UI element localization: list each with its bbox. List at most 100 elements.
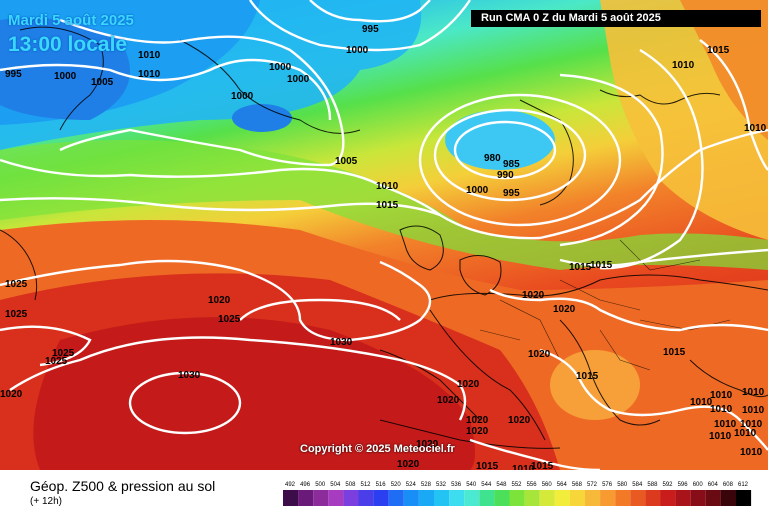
copyright-text: Copyright © 2025 Meteociel.fr (300, 443, 455, 455)
legend-color-cell (343, 490, 359, 506)
legend-ticks: 492 496 500 504 508 512 516 520 524 528 532 536 540 5… (285, 482, 749, 488)
zone-orange-northeast (680, 0, 768, 140)
legend-tick-label: 568 (572, 482, 583, 488)
isobar-label-1015: 1015 (376, 200, 399, 211)
isobar-labels: 995 1000 995 1000 1005 1010 1010 1000 10… (0, 24, 767, 470)
legend-color-cell (494, 490, 510, 506)
isobar-label-995: 995 (362, 24, 379, 35)
isobar-label-1010: 1010 (376, 181, 399, 192)
isobar-label-1020: 1020 (0, 389, 23, 400)
country-borders (479, 239, 731, 371)
isobars (0, 0, 768, 470)
legend-color-cell (569, 490, 585, 506)
legend-tick-label: 492 (285, 482, 296, 488)
legend-tick-label: 604 (708, 482, 719, 488)
isobar-label-1010: 1010 (709, 431, 732, 442)
legend-tick-label: 528 (421, 482, 432, 488)
isobar-label-1000: 1000 (466, 185, 489, 196)
isobar-label-1010: 1010 (710, 404, 733, 415)
legend-color-cell (660, 490, 676, 506)
isobar-label-1010: 1010 (734, 428, 757, 439)
legend-tick-label: 564 (557, 482, 568, 488)
legend-color-cell (283, 490, 299, 506)
zone-low-center (232, 104, 292, 132)
isobar-label-1010: 1010 (710, 390, 733, 401)
isobar-label-1025: 1025 (52, 348, 75, 359)
zone-dark-red (33, 317, 475, 470)
legend-tick-label: 576 (602, 482, 613, 488)
map-title: Géop. Z500 & pression au sol (30, 478, 216, 494)
isobar-label-1020: 1020 (416, 439, 439, 450)
isobar-label-1030: 1030 (178, 370, 201, 381)
forecast-lead-time: (+ 12h) (30, 496, 62, 507)
isobar-label-990: 990 (497, 170, 514, 181)
isobar-label-1015: 1015 (663, 347, 686, 358)
legend-tick-label: 508 (345, 482, 356, 488)
legend-tick-label: 556 (527, 482, 538, 488)
legend-color-cell (539, 490, 555, 506)
isobar-label-1015: 1015 (476, 461, 499, 470)
legend-color-cell (585, 490, 601, 506)
legend-tick-label: 532 (436, 482, 447, 488)
legend-cells (283, 490, 752, 506)
isobar-label-1020: 1020 (208, 295, 231, 306)
isobar-label-1015: 1015 (576, 371, 599, 382)
isobar-label-980: 980 (484, 153, 501, 164)
legend-color-cell (720, 490, 736, 506)
isobar-label-1010: 1010 (742, 387, 765, 398)
isobar-label-1010: 1010 (138, 50, 161, 61)
legend-tick-label: 552 (512, 482, 523, 488)
legend-color-cell (705, 490, 721, 506)
legend-color-cell (479, 490, 495, 506)
isobar-label-1020: 1020 (522, 290, 545, 301)
legend-tick-label: 512 (361, 482, 372, 488)
isobar-label-1015: 1015 (531, 461, 554, 470)
isobar-label-1020: 1020 (397, 459, 420, 470)
legend-color-cell (434, 490, 450, 506)
legend-color-cell (630, 490, 646, 506)
legend-tick-label: 536 (451, 482, 462, 488)
legend-color-cell (313, 490, 329, 506)
isobar-label-1000: 1000 (287, 74, 310, 85)
isobar-label-1020: 1020 (457, 379, 480, 390)
coastlines (0, 26, 768, 449)
isobar-label-1025: 1025 (5, 279, 28, 290)
legend-color-cell (736, 490, 752, 506)
isobar-label-1000: 1000 (269, 62, 292, 73)
legend-tick-label: 520 (391, 482, 402, 488)
isobar-label-1010: 1010 (740, 419, 763, 430)
isobar-label-1025: 1025 (218, 314, 241, 325)
legend-color-cell (449, 490, 465, 506)
legend-color-cell (615, 490, 631, 506)
isobar-label-1000: 1000 (346, 45, 369, 56)
legend-color-cell (298, 490, 314, 506)
forecast-local-time: 13:00 locale (8, 33, 128, 56)
legend-tick-label: 500 (315, 482, 326, 488)
legend-tick-label: 584 (632, 482, 643, 488)
isobar-label-1010: 1010 (512, 464, 535, 470)
isobar-label-1005: 1005 (335, 156, 358, 167)
isobar-label-1020: 1020 (466, 415, 489, 426)
isobar-label-1020: 1020 (528, 349, 551, 360)
legend-tick-label: 592 (663, 482, 674, 488)
legend-color-cell (388, 490, 404, 506)
isobar-label-1010: 1010 (690, 397, 713, 408)
isobar-label-1005: 1005 (91, 77, 114, 88)
isobar-label-1020: 1020 (437, 395, 460, 406)
legend-color-cell (600, 490, 616, 506)
isobar-label-1020: 1020 (553, 304, 576, 315)
legend-tick-label: 504 (330, 482, 341, 488)
legend-color-cell (464, 490, 480, 506)
forecast-date: Mardi 5 août 2025 (8, 12, 134, 29)
legend-tick-label: 548 (496, 482, 507, 488)
geopotential-map: 995 1000 995 1000 1005 1010 1010 1000 10… (0, 0, 768, 470)
color-scale-legend: 492 496 500 504 508 512 516 520 524 528 532 536 540 5… (283, 482, 752, 506)
isobar-label-1025: 1025 (5, 309, 28, 320)
legend-color-cell (418, 490, 434, 506)
isobar-label-1030: 1030 (330, 337, 353, 348)
legend-color-cell (509, 490, 525, 506)
legend-color-cell (524, 490, 540, 506)
legend-tick-label: 612 (738, 482, 749, 488)
legend-tick-label: 540 (466, 482, 477, 488)
isobar-label-985: 985 (503, 159, 520, 170)
